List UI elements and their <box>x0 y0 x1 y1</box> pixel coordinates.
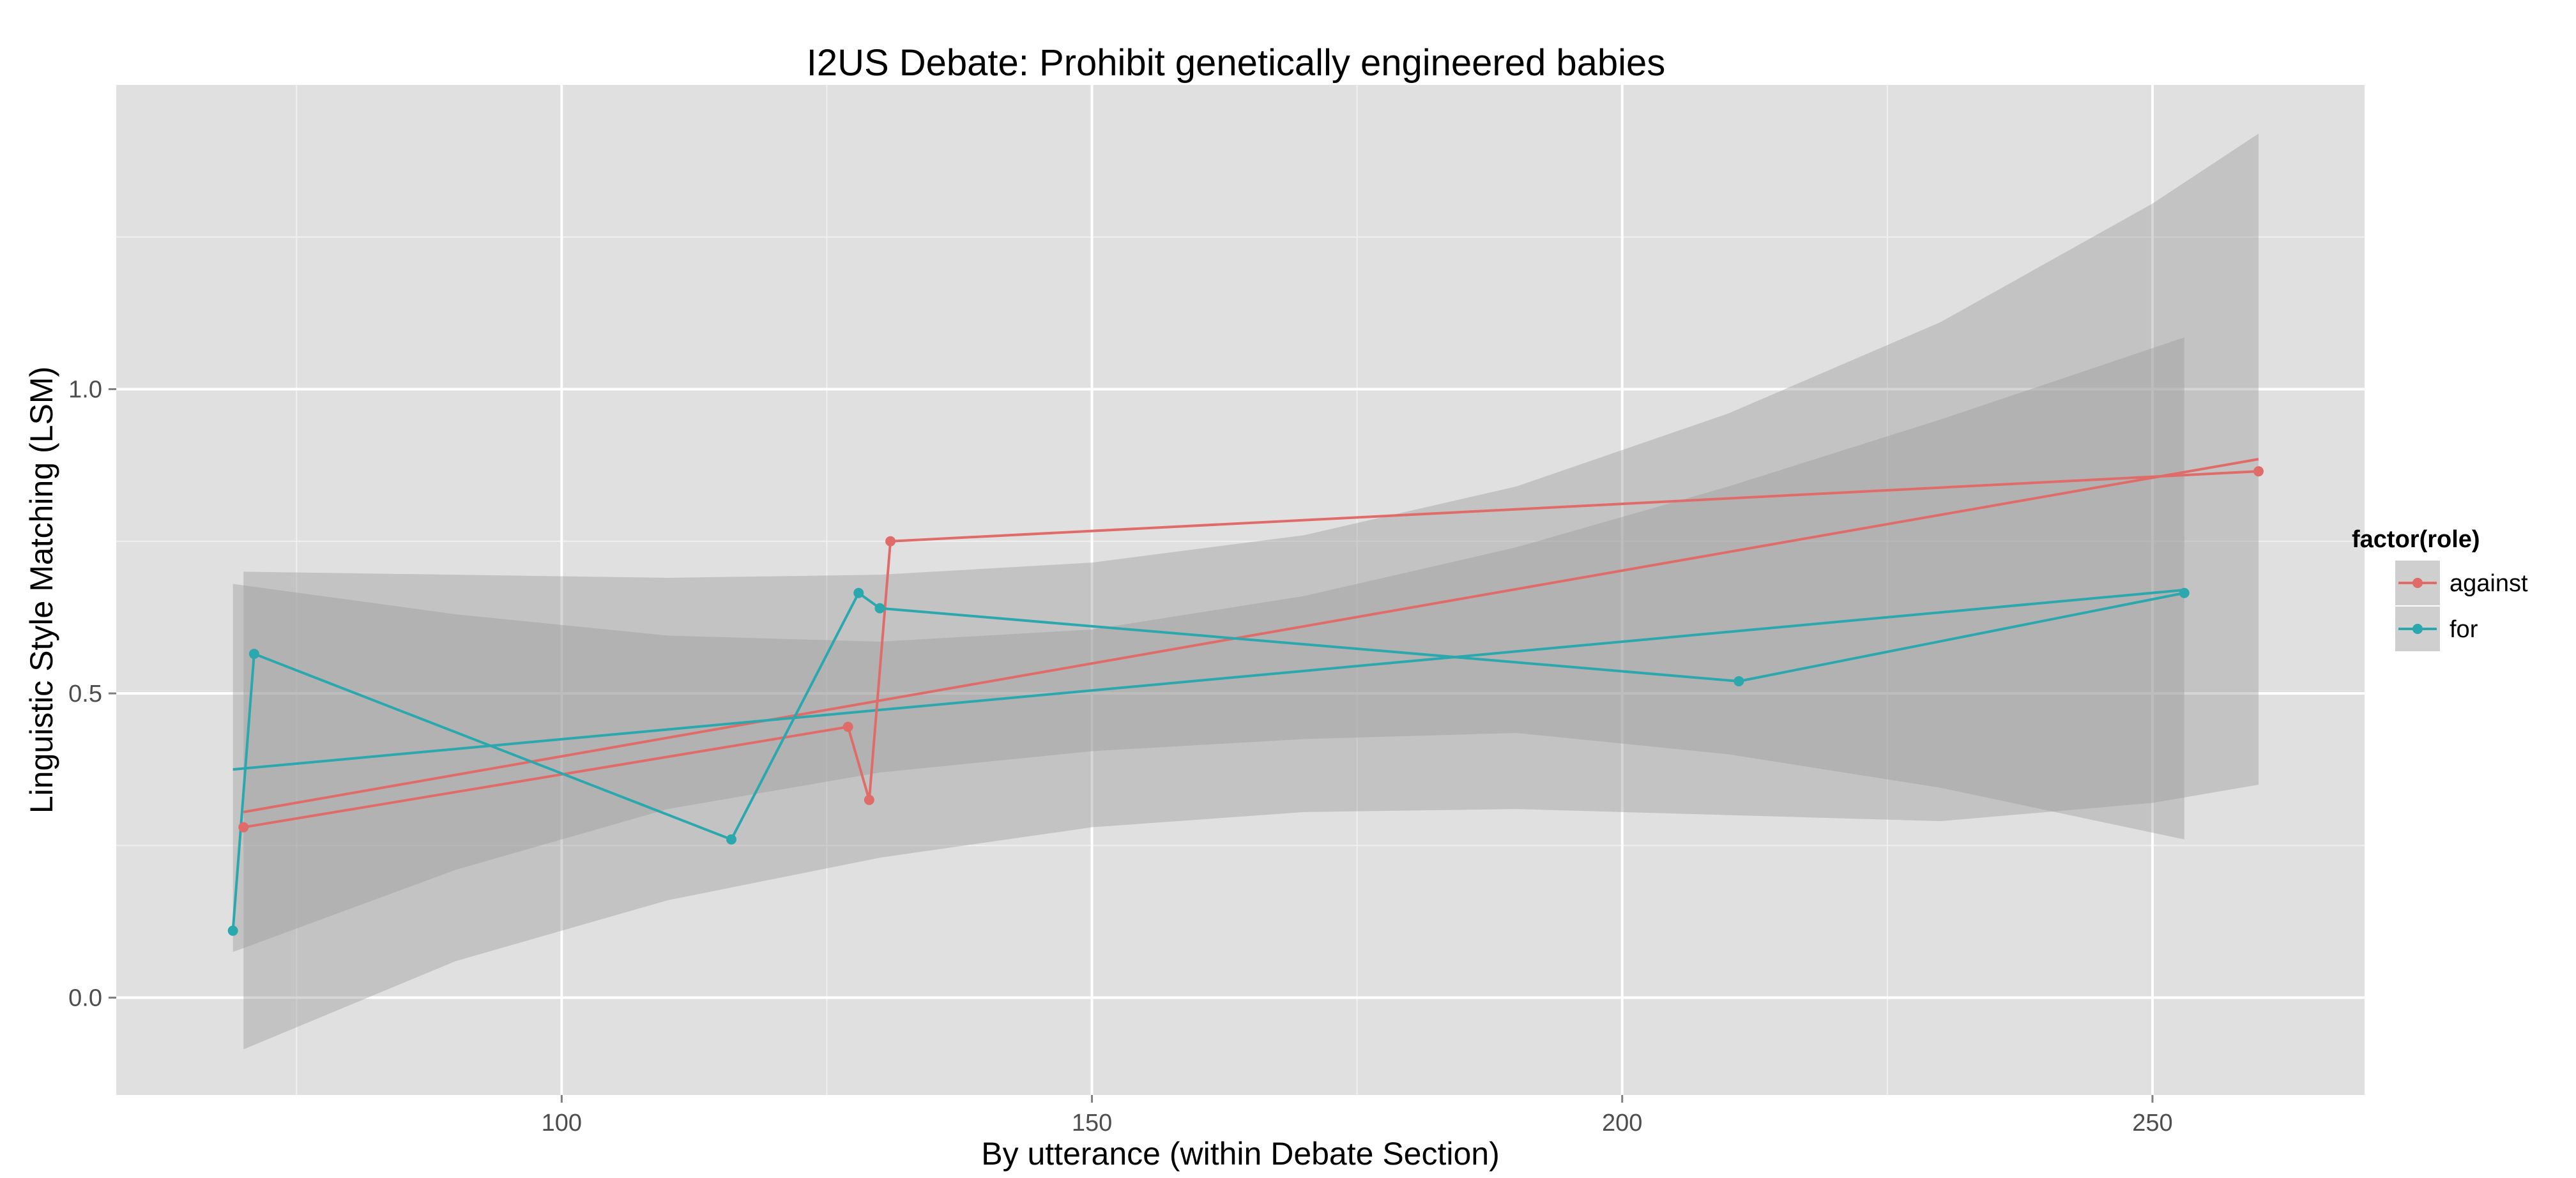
legend-title: factor(role) <box>2352 526 2480 553</box>
data-point-against <box>885 536 896 547</box>
data-point-for <box>726 834 737 845</box>
y-axis-title: Linguistic Style Matching (LSM) <box>24 366 59 813</box>
confidence-band-for <box>232 337 2184 953</box>
fit-line-against <box>243 458 2259 813</box>
fit-line-for <box>232 589 2184 771</box>
data-point-against <box>864 794 874 805</box>
confidence-band-against <box>243 133 2259 1050</box>
data-point-against <box>238 822 249 833</box>
data-point-for <box>2179 587 2190 598</box>
data-point-for <box>853 587 864 598</box>
data-point-for <box>1734 676 1744 686</box>
grid-major <box>116 85 2365 1095</box>
y-tick-label: 0.0 <box>68 985 102 1012</box>
legend-label-against: against <box>2450 570 2528 597</box>
y-tick-label: 1.0 <box>68 377 102 404</box>
x-axis-title: By utterance (within Debate Section) <box>981 1136 1500 1172</box>
y-axis: 0.0 0.5 1.0 <box>68 377 116 1012</box>
chart-title: I2US Debate: Prohibit genetically engine… <box>807 42 1666 84</box>
x-tick-label: 100 <box>542 1110 582 1136</box>
confidence-bands <box>232 133 2259 1050</box>
data-point-for <box>248 649 259 660</box>
legend-key-point-for <box>2412 624 2423 634</box>
legend-label-for: for <box>2450 616 2478 643</box>
data-point-for <box>227 925 238 936</box>
legend-key-point-against <box>2412 578 2423 588</box>
y-tick-label: 0.5 <box>68 681 102 707</box>
data-point-against <box>2253 466 2264 477</box>
grid-minor <box>116 85 2365 1095</box>
legend: factor(role) against for <box>2352 526 2528 651</box>
data-point-for <box>874 603 885 614</box>
fit-lines <box>232 458 2259 813</box>
x-tick-label: 150 <box>1072 1110 1112 1136</box>
x-tick-label: 200 <box>1602 1110 1642 1136</box>
plot-panel <box>116 85 2365 1095</box>
series-points <box>227 466 2264 936</box>
x-axis: 100 150 200 250 <box>542 1095 2173 1136</box>
x-tick-label: 250 <box>2132 1110 2172 1136</box>
data-point-against <box>842 721 853 732</box>
